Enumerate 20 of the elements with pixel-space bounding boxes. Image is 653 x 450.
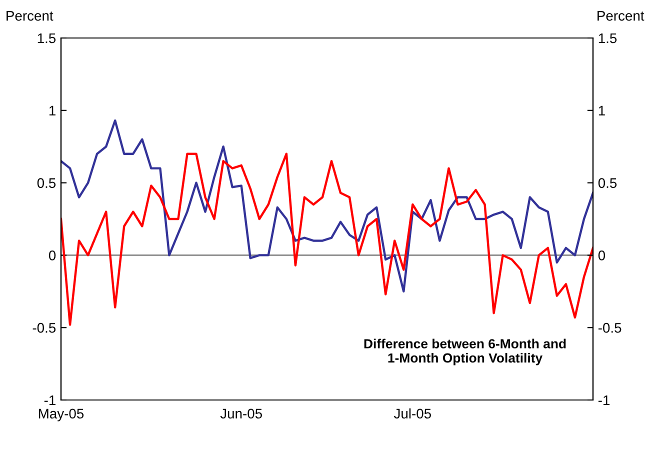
y-tick-label: 0.5 xyxy=(37,178,56,188)
annotation: Difference between 6-Month and 1-Month Option Volatility xyxy=(364,338,566,366)
y-tick-label: -1 xyxy=(44,395,56,406)
y-tick-label: 1 xyxy=(49,106,56,116)
y2-tick-label: 1 xyxy=(598,106,605,116)
y2-tick-label: -0.5 xyxy=(598,322,622,333)
x-tick-label: May-05 xyxy=(38,408,84,422)
line-series xyxy=(61,119,593,293)
y-tick-label: 1.5 xyxy=(38,33,56,44)
y-axis-title: Percent xyxy=(6,11,54,21)
y-tick-label: 0 xyxy=(48,250,56,260)
x-tick-label: Jul-05 xyxy=(394,408,431,419)
y-tick-label: -0.5 xyxy=(32,322,56,333)
y2-axis-title: Percent xyxy=(598,11,644,21)
line-series xyxy=(61,152,593,326)
y2-tick-label: -1 xyxy=(598,395,610,406)
y2-tick-label: 0.5 xyxy=(598,178,617,188)
y2-tick-label: 1.5 xyxy=(598,33,617,44)
x-tick-label: Jun-05 xyxy=(220,408,262,419)
y2-tick-label: 0 xyxy=(598,250,606,260)
